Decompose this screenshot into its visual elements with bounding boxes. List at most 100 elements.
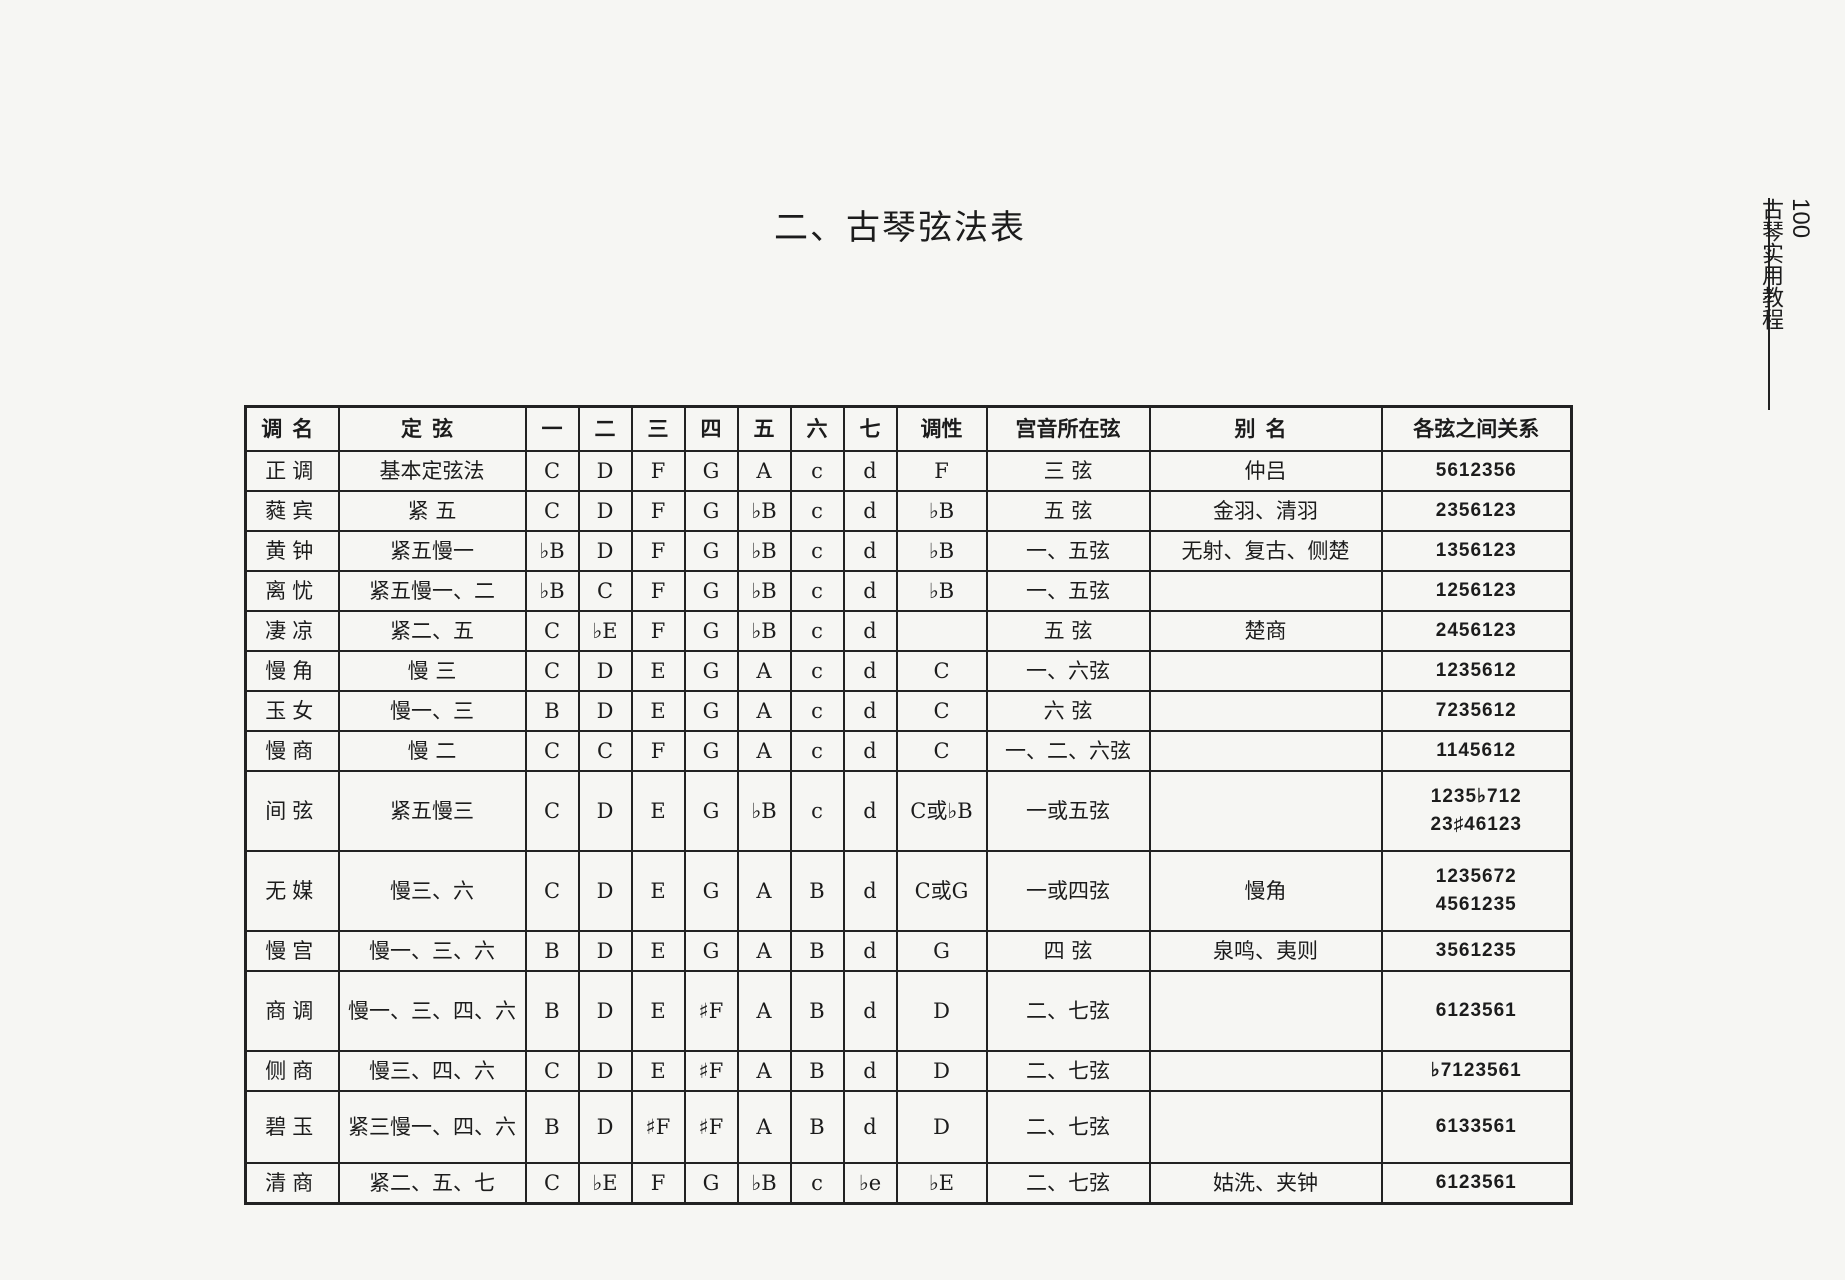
string-pitch: d (842, 1090, 898, 1164)
string-pitch: ♭B (736, 770, 792, 852)
key: G (895, 930, 988, 972)
header-cell: 六 (789, 405, 845, 452)
gong-string: 六 弦 (985, 690, 1151, 732)
string-pitch: c (789, 530, 845, 572)
string-pitch: G (683, 450, 739, 492)
interval-relation: 1235612 (1380, 650, 1573, 692)
string-pitch: G (683, 1162, 739, 1204)
key: D (895, 1090, 988, 1164)
string-pitch: E (630, 970, 686, 1052)
relation-notation: 23♯46123 (1430, 814, 1522, 835)
relation-notation: 2456123 (1435, 620, 1517, 642)
book-title: 古琴实用教程 (1758, 198, 1783, 330)
interval-relation: 3561235 (1380, 930, 1573, 972)
gong-string: 一、六弦 (985, 650, 1151, 692)
string-pitch: C (524, 730, 580, 772)
mode-name: 慢宫 (244, 930, 340, 972)
string-pitch: d (842, 650, 898, 692)
string-pitch: C (524, 650, 580, 692)
string-pitch: c (789, 450, 845, 492)
interval-relation: 6123561 (1380, 970, 1573, 1052)
tuning-method: 紧五慢一、二 (337, 570, 527, 612)
tuning-method: 慢 三 (337, 650, 527, 692)
string-pitch: ♭B (524, 570, 580, 612)
key: C或G (895, 850, 988, 932)
string-pitch: d (842, 730, 898, 772)
table-row: 离忧 紧五慢一、二 ♭B C F G ♭B c d ♭B 一、五弦 1256123 (244, 570, 1573, 612)
key: C (895, 730, 988, 772)
tuning-method: 紧三慢一、四、六 (337, 1090, 527, 1164)
string-pitch: E (630, 850, 686, 932)
string-pitch: B (789, 1090, 845, 1164)
key: ♭B (895, 570, 988, 612)
header-cell: 二 (577, 405, 633, 452)
string-pitch: C (577, 570, 633, 612)
alias (1148, 650, 1383, 692)
key: F (895, 450, 988, 492)
string-pitch: c (789, 570, 845, 612)
string-pitch: A (736, 1050, 792, 1092)
tuning-method: 紧五慢一 (337, 530, 527, 572)
interval-relation: 6133561 (1380, 1090, 1573, 1164)
string-pitch: E (630, 930, 686, 972)
string-pitch: G (683, 850, 739, 932)
page-number: 100 (1787, 198, 1814, 239)
string-pitch: F (630, 530, 686, 572)
key: ♭E (895, 1162, 988, 1204)
header-row: 调名 定弦一二三四五六七调性 宫音所在弦 别名 各弦之间关系 (244, 405, 1573, 452)
interval-relation: 1256123 (1380, 570, 1573, 612)
mode-name: 慢角 (244, 650, 340, 692)
relation-notation: 1235612 (1435, 660, 1517, 682)
relation-notation: 1235672 (1435, 866, 1517, 888)
gong-string: 一、五弦 (985, 570, 1151, 612)
string-pitch: D (577, 490, 633, 532)
header-cell: 一 (524, 405, 580, 452)
key: C或♭B (895, 770, 988, 852)
header-cell: 五 (736, 405, 792, 452)
gong-string: 五 弦 (985, 610, 1151, 652)
running-header: 100 古琴实用教程 (1758, 198, 1814, 410)
string-pitch: C (524, 850, 580, 932)
string-pitch: F (630, 730, 686, 772)
alias: 姑洗、夹钟 (1148, 1162, 1383, 1204)
key: ♭B (895, 530, 988, 572)
mode-name: 商调 (244, 970, 340, 1052)
interval-relation: 6123561 (1380, 1162, 1573, 1204)
header-cell: 各弦之间关系 (1380, 405, 1573, 452)
string-pitch: d (842, 690, 898, 732)
string-pitch: G (683, 770, 739, 852)
string-pitch: ♭E (577, 610, 633, 652)
alias (1148, 570, 1383, 612)
string-pitch: G (683, 530, 739, 572)
string-pitch: E (630, 770, 686, 852)
string-pitch: D (577, 450, 633, 492)
string-pitch: ♯F (683, 1090, 739, 1164)
tuning-method: 紧二、五 (337, 610, 527, 652)
tuning-method: 基本定弦法 (337, 450, 527, 492)
gong-string: 二、七弦 (985, 970, 1151, 1052)
table-row: 间弦 紧五慢三 C D E G ♭B c d C或♭B 一或五弦 1235♭712 23♯46123 (244, 770, 1573, 852)
string-pitch: c (789, 650, 845, 692)
gong-string: 三 弦 (985, 450, 1151, 492)
header-cell: 三 (630, 405, 686, 452)
string-pitch: D (577, 930, 633, 972)
alias (1148, 1050, 1383, 1092)
relation-notation: ♭7123561 (1430, 1060, 1522, 1082)
mode-name: 碧玉 (244, 1090, 340, 1164)
string-pitch: E (630, 690, 686, 732)
string-pitch: A (736, 650, 792, 692)
tuning-method: 紧二、五、七 (337, 1162, 527, 1204)
alias: 无射、复古、侧楚 (1148, 530, 1383, 572)
string-pitch: G (683, 690, 739, 732)
string-pitch: D (577, 1090, 633, 1164)
interval-relation: 7235612 (1380, 690, 1573, 732)
string-pitch: A (736, 970, 792, 1052)
string-pitch: c (789, 770, 845, 852)
